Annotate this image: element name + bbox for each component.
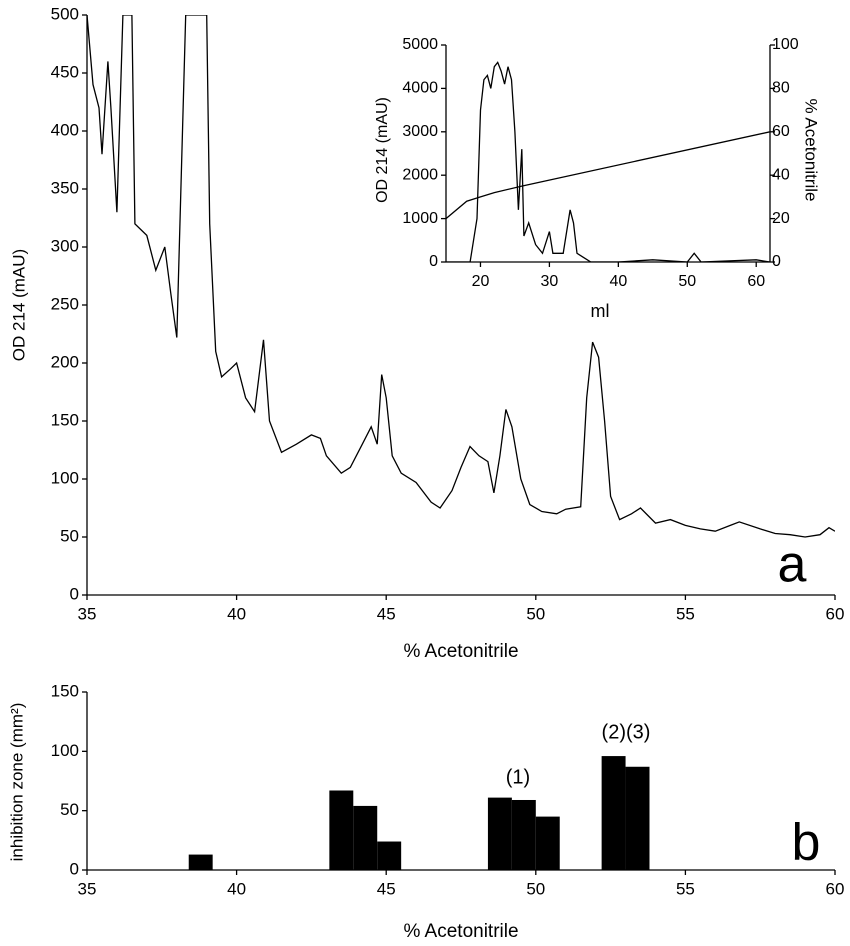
- y-tick-label: 4000: [402, 80, 438, 97]
- y2-tick-label: 60: [772, 123, 790, 140]
- y-tick-label: 150: [51, 681, 79, 700]
- x-tick-label: 40: [609, 273, 627, 290]
- y-tick-label: 100: [51, 741, 79, 760]
- y-tick-label: 500: [51, 4, 79, 23]
- y-tick-label: 1000: [402, 210, 438, 227]
- x-tick-label: 50: [526, 604, 545, 623]
- x-tick-label: 45: [377, 879, 396, 898]
- x-tick-label: 30: [541, 273, 559, 290]
- line-series: [446, 61, 770, 262]
- x-tick-label: 55: [676, 879, 695, 898]
- x-tick-label: 60: [747, 273, 765, 290]
- annotation: (2)(3): [602, 721, 651, 743]
- y-tick-label: 150: [51, 410, 79, 429]
- annotation: (1): [506, 766, 530, 788]
- y-tick-label: 400: [51, 120, 79, 139]
- x-tick-label: 60: [826, 604, 845, 623]
- y-tick-label: 0: [429, 253, 438, 270]
- bar: [511, 799, 536, 870]
- bar: [377, 841, 402, 870]
- bar: [601, 756, 626, 870]
- x-tick-label: 40: [227, 879, 246, 898]
- y2-tick-label: 0: [772, 253, 781, 270]
- y-tick-label: 3000: [402, 123, 438, 140]
- x-tick-label: 60: [826, 879, 845, 898]
- y2-tick-label: 80: [772, 80, 790, 97]
- line-series: [446, 131, 770, 220]
- annotation: b: [792, 814, 821, 872]
- bar: [188, 854, 213, 870]
- bar: [625, 766, 650, 870]
- x-axis-label: ml: [591, 301, 610, 321]
- x-tick-label: 50: [678, 273, 696, 290]
- y2-axis-label: % Acetonitrile: [802, 99, 821, 202]
- x-axis-label: % Acetonitrile: [403, 641, 518, 662]
- line-series: [87, 15, 835, 538]
- inset-background: [446, 45, 770, 262]
- y-tick-label: 100: [51, 468, 79, 487]
- x-tick-label: 35: [78, 879, 97, 898]
- x-tick-label: 20: [472, 273, 490, 290]
- bar: [535, 816, 560, 870]
- bar: [329, 790, 354, 870]
- y-tick-label: 50: [60, 800, 79, 819]
- y2-tick-label: 20: [772, 210, 790, 227]
- y-tick-label: 2000: [402, 166, 438, 183]
- y-tick-label: 250: [51, 294, 79, 313]
- y2-tick-label: 100: [772, 36, 799, 53]
- x-axis-label: % Acetonitrile: [403, 921, 518, 942]
- y-tick-label: 5000: [402, 36, 438, 53]
- y-tick-label: 50: [60, 526, 79, 545]
- y-axis-label: OD 214 (mAU): [374, 97, 391, 203]
- y-tick-label: 200: [51, 352, 79, 371]
- y-tick-label: 450: [51, 62, 79, 81]
- y-tick-label: 350: [51, 178, 79, 197]
- bar: [353, 805, 378, 870]
- x-tick-label: 55: [676, 604, 695, 623]
- y2-tick-label: 40: [772, 166, 790, 183]
- bar: [487, 797, 512, 870]
- x-tick-label: 35: [78, 604, 97, 623]
- y-tick-label: 0: [70, 584, 79, 603]
- y-tick-label: 0: [70, 859, 79, 878]
- y-axis-label: inhibition zone (mm²): [7, 703, 26, 862]
- x-tick-label: 40: [227, 604, 246, 623]
- y-tick-label: 300: [51, 236, 79, 255]
- y-axis-label: OD 214 (mAU): [9, 249, 28, 361]
- x-tick-label: 50: [526, 879, 545, 898]
- x-tick-label: 45: [377, 604, 396, 623]
- annotation: a: [778, 536, 807, 594]
